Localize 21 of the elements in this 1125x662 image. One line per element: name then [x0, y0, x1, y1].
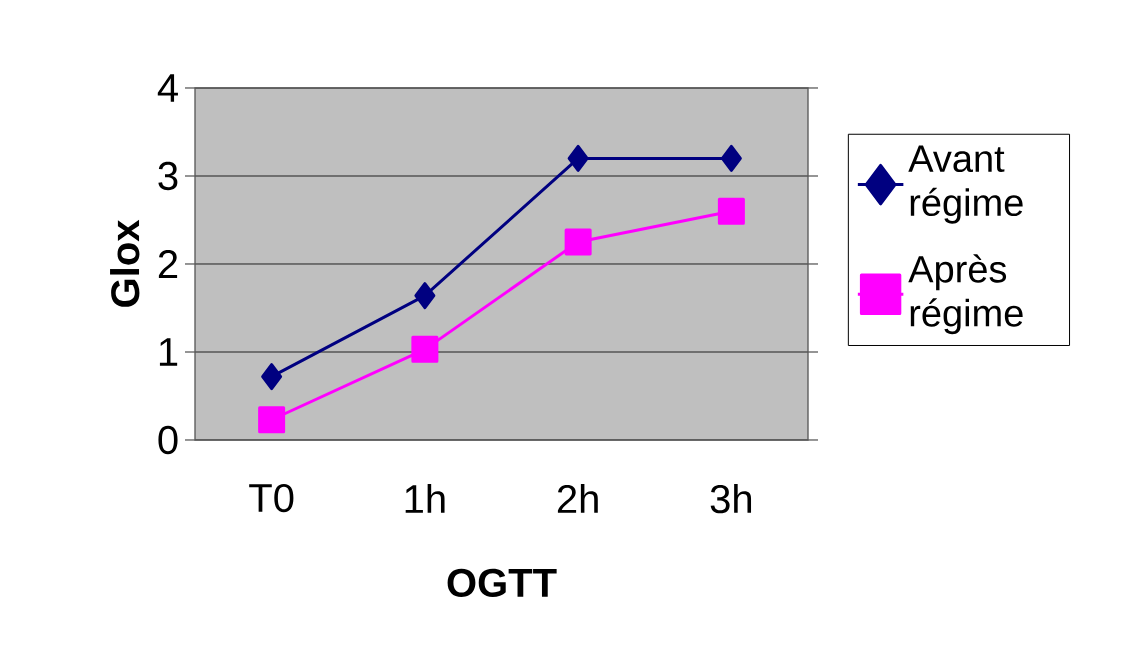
y-tick-label: 3 [158, 161, 178, 191]
point [567, 144, 589, 172]
point [564, 228, 592, 256]
x-tick-label: 3h [710, 483, 752, 514]
x-tick-label: T0 [249, 483, 294, 513]
y-axis-title: Glox [110, 219, 140, 307]
x-axis-title: OGTT [447, 568, 557, 598]
y-tick-label: 4 [157, 74, 178, 102]
legend-label: Avant régime [908, 145, 1023, 224]
y-tick-label: 0 [158, 425, 178, 455]
point [411, 335, 439, 363]
y-tick-label: 1 [159, 338, 178, 366]
legend-label: Après régime [908, 254, 1023, 335]
point [717, 197, 745, 225]
point [261, 363, 283, 391]
point [414, 282, 436, 310]
point [720, 144, 742, 172]
x-tick-label: 1h [405, 483, 445, 513]
y-tick-label: 2 [158, 250, 178, 278]
point [258, 406, 286, 434]
x-tick-label: 2h [557, 483, 598, 513]
